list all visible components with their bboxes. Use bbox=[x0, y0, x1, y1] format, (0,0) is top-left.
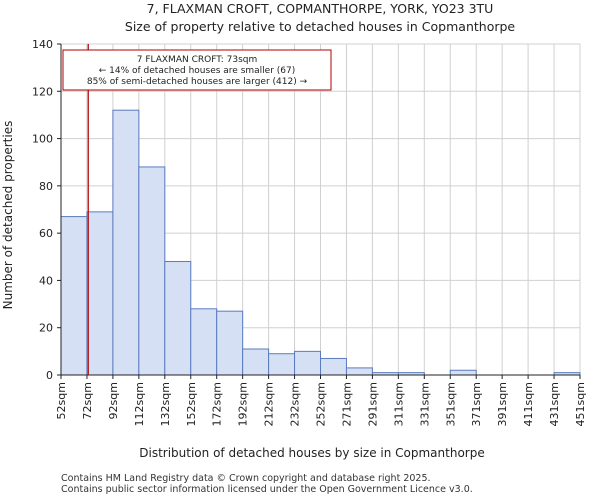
x-tick-label: 192sqm bbox=[237, 382, 250, 426]
y-tick-label: 120 bbox=[32, 85, 53, 98]
x-tick-label: 112sqm bbox=[133, 382, 146, 426]
chart-title: 7, FLAXMAN CROFT, COPMANTHORPE, YORK, YO… bbox=[147, 1, 494, 16]
x-tick-label: 371sqm bbox=[470, 382, 483, 426]
footer-line-2: Contains public sector information licen… bbox=[61, 484, 473, 495]
bar-212sqm bbox=[268, 353, 296, 376]
bar-232sqm bbox=[294, 350, 321, 376]
x-tick-label: 411sqm bbox=[522, 382, 535, 426]
x-tick-label: 331sqm bbox=[418, 382, 431, 426]
chart-subtitle: Size of property relative to detached ho… bbox=[125, 19, 516, 34]
x-tick-label: 291sqm bbox=[366, 382, 379, 426]
y-tick-label: 140 bbox=[32, 38, 53, 51]
bar-351sqm bbox=[449, 369, 477, 376]
x-tick-label: 311sqm bbox=[392, 382, 405, 426]
annotation-line-2: ← 14% of detached houses are smaller (67… bbox=[99, 66, 296, 76]
bar-271sqm bbox=[345, 367, 373, 376]
x-tick-label: 172sqm bbox=[211, 382, 224, 426]
bar-132sqm bbox=[164, 261, 192, 376]
x-tick-label: 271sqm bbox=[340, 382, 353, 426]
bar-52sqm bbox=[60, 216, 88, 376]
x-tick-label: 132sqm bbox=[159, 382, 172, 426]
bar-72sqm bbox=[86, 211, 114, 376]
y-tick-label: 0 bbox=[46, 369, 53, 382]
bar-112sqm bbox=[138, 166, 166, 376]
bar-192sqm bbox=[242, 348, 270, 376]
y-tick-label: 40 bbox=[39, 274, 53, 287]
x-tick-label: 252sqm bbox=[315, 382, 328, 426]
x-tick-label: 152sqm bbox=[185, 382, 198, 426]
x-ticks: 52sqm 72sqm 92sqm 112sqm 132sqm 152sqm 172sqm 1… bbox=[55, 375, 587, 426]
annotation-line-1: 7 FLAXMAN CROFT: 73sqm bbox=[137, 55, 258, 65]
y-tick-label: 20 bbox=[39, 322, 53, 335]
x-tick-label: 431sqm bbox=[548, 382, 561, 426]
bar-252sqm bbox=[320, 357, 347, 376]
annotation-box: 7 FLAXMAN CROFT: 73sqm ← 14% of detached… bbox=[62, 49, 332, 91]
bar-172sqm bbox=[216, 310, 244, 376]
annotation-line-3: 85% of semi-detached houses are larger (… bbox=[87, 77, 308, 87]
x-tick-label: 232sqm bbox=[289, 382, 302, 426]
y-tick-label: 80 bbox=[39, 180, 53, 193]
bars bbox=[60, 109, 581, 376]
x-tick-label: 72sqm bbox=[81, 382, 94, 419]
x-tick-label: 212sqm bbox=[263, 382, 276, 426]
x-tick-label: 52sqm bbox=[55, 382, 68, 419]
footer-line-1: Contains HM Land Registry data © Crown c… bbox=[61, 473, 431, 484]
y-axis-label: Number of detached properties bbox=[1, 121, 15, 310]
y-tick-label: 60 bbox=[39, 227, 53, 240]
x-tick-label: 351sqm bbox=[444, 382, 457, 426]
x-tick-label: 391sqm bbox=[496, 382, 509, 426]
x-axis-label: Distribution of detached houses by size … bbox=[139, 446, 484, 460]
bar-92sqm bbox=[112, 109, 140, 376]
bar-152sqm bbox=[190, 308, 218, 376]
x-tick-label: 92sqm bbox=[107, 382, 120, 419]
y-tick-label: 100 bbox=[32, 133, 53, 146]
y-ticks: 0 20 40 60 80 100 120 140 bbox=[32, 38, 61, 382]
x-tick-label: 451sqm bbox=[574, 382, 587, 426]
annotation-frame bbox=[62, 49, 332, 91]
